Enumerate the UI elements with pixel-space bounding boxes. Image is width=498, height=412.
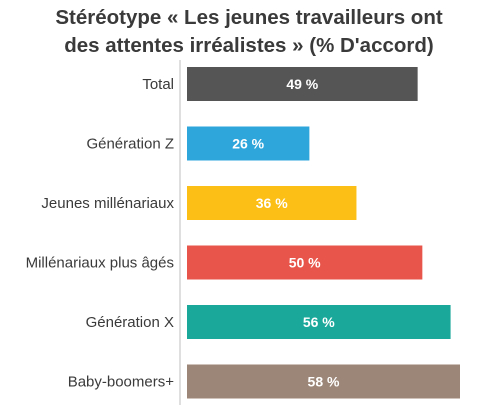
category-label-3: Millénariaux plus âgés (26, 255, 174, 272)
bar-value-label-4: 56 % (303, 314, 335, 330)
bar-3 (187, 245, 423, 280)
bar-value-label-0: 49 % (286, 76, 318, 92)
bar-value-label-5: 58 % (308, 374, 340, 390)
bar-5 (187, 364, 460, 399)
chart-title: Stéréotype « Les jeunes travailleurs ont… (0, 4, 498, 60)
bar-1 (187, 126, 310, 161)
category-label-2: Jeunes millénariaux (41, 195, 174, 212)
bar-4 (187, 305, 451, 339)
chart-title-line-1: Stéréotype « Les jeunes travailleurs ont (55, 6, 443, 29)
category-label-1: Génération Z (86, 136, 174, 153)
chart-title-line-2: des attentes irréalistes » (% D'accord) (64, 34, 434, 57)
bar-value-label-2: 36 % (256, 195, 288, 211)
category-label-0: Total (142, 76, 174, 93)
category-label-5: Baby-boomers+ (68, 374, 175, 391)
bar-2 (187, 186, 357, 220)
bar-0 (187, 67, 418, 101)
bar-value-label-1: 26 % (232, 136, 264, 152)
bar-value-label-3: 50 % (289, 255, 321, 271)
category-label-4: Génération X (86, 314, 174, 331)
